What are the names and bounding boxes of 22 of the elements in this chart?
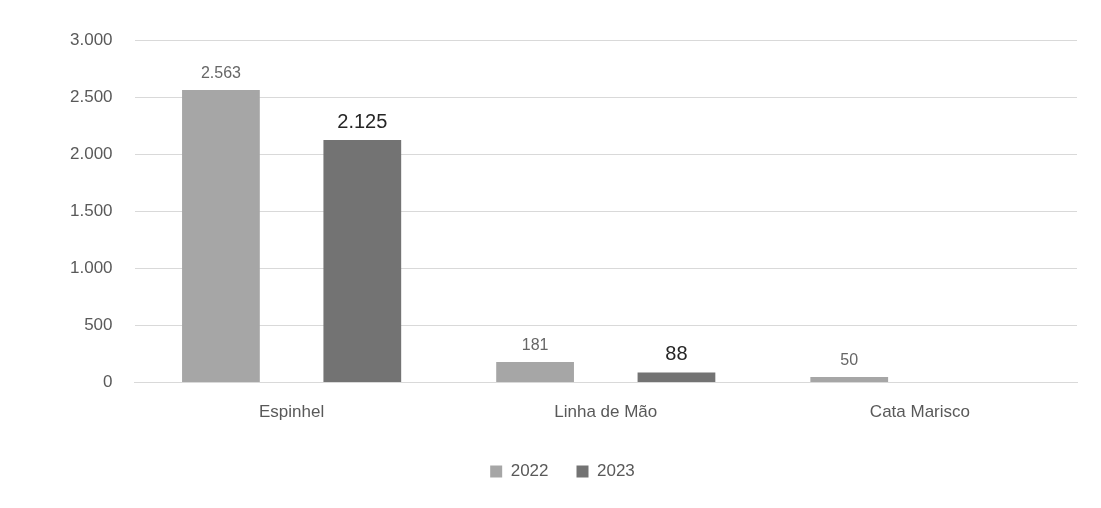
bar — [496, 361, 574, 383]
legend-label: 2022 — [510, 461, 549, 481]
y-tick-label: 3.000 — [69, 29, 113, 49]
data-label: 2.563 — [200, 64, 242, 82]
bar — [323, 140, 402, 383]
data-label: 88 — [665, 342, 688, 365]
y-tick-label: 1.000 — [69, 258, 113, 278]
x-tick-label: Cata Marisco — [869, 402, 970, 422]
x-tick-label: Linha de Mão — [554, 402, 658, 422]
bar — [810, 376, 889, 383]
data-label: 181 — [521, 336, 549, 354]
data-label: 50 — [840, 351, 859, 369]
y-tick-label: 500 — [84, 315, 113, 335]
y-tick-label: 1.500 — [69, 201, 113, 221]
y-tick-label: 0 — [103, 372, 113, 392]
x-tick-label: Espinhel — [259, 402, 325, 422]
y-tick-label: 2.000 — [69, 144, 113, 164]
y-tick-label: 2.500 — [69, 86, 113, 106]
data-label: 2.125 — [337, 109, 388, 132]
bar — [637, 372, 716, 383]
legend-label: 2023 — [597, 461, 635, 481]
bar — [182, 90, 260, 383]
